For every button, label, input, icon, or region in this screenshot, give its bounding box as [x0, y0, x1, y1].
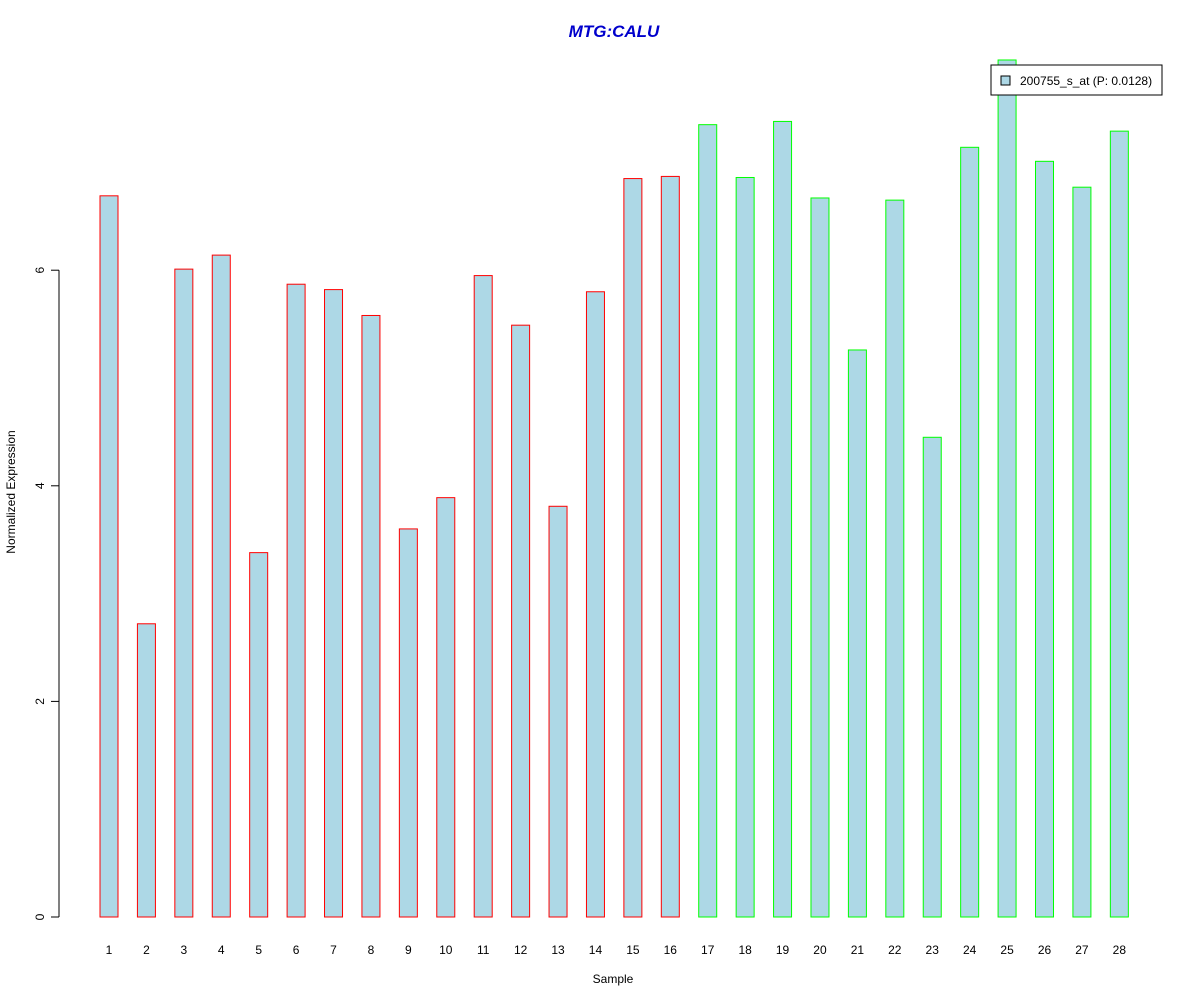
x-tick-label: 7	[330, 943, 337, 957]
x-tick-label: 24	[963, 943, 977, 957]
y-axis: 0 2 4 6	[33, 267, 60, 920]
x-tick-label: 23	[926, 943, 940, 957]
y-axis-label: Normalized Expression	[4, 430, 18, 553]
x-tick-label: 8	[368, 943, 375, 957]
bar-sample-28	[1109, 130, 1129, 918]
bar-sample-18	[735, 176, 755, 918]
x-tick-label: 12	[514, 943, 528, 957]
x-tick-label: 16	[664, 943, 678, 957]
legend-label: 200755_s_at (P: 0.0128)	[1020, 74, 1152, 88]
bar-sample-24	[960, 146, 980, 918]
bar-sample-5	[249, 552, 269, 918]
bar-sample-21	[847, 349, 867, 918]
x-tick-label: 27	[1075, 943, 1089, 957]
bar-sample-19	[773, 120, 793, 918]
x-tick-labels: 1 2 3 4 5 6 7 8 9 10 11 12 13 14 15 16 17 18 19 20 21 22 23 24 2…	[106, 943, 1127, 957]
bar-sample-15	[623, 178, 643, 918]
bar-sample-27	[1072, 186, 1092, 918]
bars	[99, 59, 1129, 918]
bar-sample-23	[922, 436, 942, 918]
x-tick-label: 10	[439, 943, 453, 957]
bar-sample-20	[810, 197, 830, 918]
legend-swatch	[1000, 75, 1011, 86]
x-tick-label: 20	[813, 943, 827, 957]
y-tick-label: 6	[33, 267, 47, 274]
x-tick-label: 5	[255, 943, 262, 957]
bar-sample-17	[698, 124, 718, 918]
bar-sample-10	[436, 497, 456, 918]
x-tick-label: 28	[1113, 943, 1127, 957]
x-tick-label: 15	[626, 943, 640, 957]
x-tick-label: 13	[551, 943, 565, 957]
bar-sample-4	[211, 254, 231, 918]
bar-sample-13	[548, 505, 568, 918]
bar-sample-6	[286, 283, 306, 918]
x-tick-label: 1	[106, 943, 113, 957]
bar-sample-7	[324, 289, 344, 918]
x-tick-label: 11	[477, 943, 490, 957]
bar-sample-12	[511, 324, 531, 918]
bar-sample-25	[997, 59, 1017, 918]
bar-sample-8	[361, 314, 381, 918]
x-tick-label: 9	[405, 943, 412, 957]
x-tick-label: 26	[1038, 943, 1052, 957]
x-axis-label: Sample	[593, 972, 634, 986]
bar-sample-2	[136, 623, 156, 918]
x-tick-label: 4	[218, 943, 225, 957]
x-tick-label: 25	[1000, 943, 1014, 957]
bar-sample-3	[174, 268, 194, 918]
y-tick-label: 0	[33, 913, 47, 920]
legend-box	[990, 64, 1163, 96]
bar-sample-14	[585, 291, 605, 918]
x-tick-label: 19	[776, 943, 790, 957]
x-tick-label: 2	[143, 943, 150, 957]
x-tick-label: 21	[851, 943, 865, 957]
bar-sample-22	[885, 199, 905, 918]
x-tick-label: 6	[293, 943, 300, 957]
bar-sample-26	[1035, 160, 1054, 918]
x-tick-label: 14	[589, 943, 603, 957]
bar-sample-9	[398, 528, 418, 918]
x-tick-label: 22	[888, 943, 902, 957]
legend: 200755_s_at (P: 0.0128)	[990, 64, 1163, 96]
bar-sample-11	[473, 275, 493, 918]
x-tick-label: 17	[701, 943, 715, 957]
y-tick-label: 2	[33, 698, 47, 705]
bar-sample-16	[660, 175, 680, 918]
x-tick-label: 18	[738, 943, 752, 957]
y-tick-label: 4	[33, 482, 47, 489]
bar-sample-1	[99, 195, 119, 918]
x-tick-label: 3	[180, 943, 187, 957]
chart-title: MTG:CALU	[569, 22, 660, 41]
